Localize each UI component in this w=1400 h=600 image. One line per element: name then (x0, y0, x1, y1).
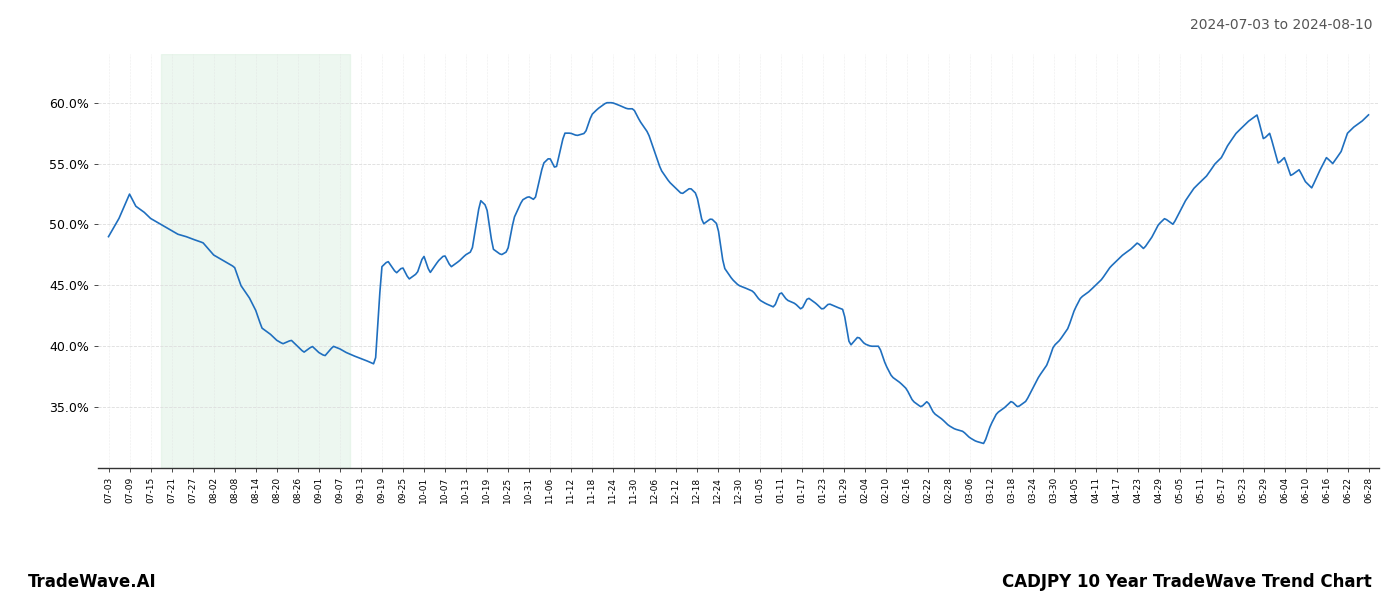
Text: CADJPY 10 Year TradeWave Trend Chart: CADJPY 10 Year TradeWave Trend Chart (1002, 573, 1372, 591)
Bar (161, 54, 350, 468)
Text: TradeWave.AI: TradeWave.AI (28, 573, 157, 591)
Text: 2024-07-03 to 2024-08-10: 2024-07-03 to 2024-08-10 (1190, 18, 1372, 32)
